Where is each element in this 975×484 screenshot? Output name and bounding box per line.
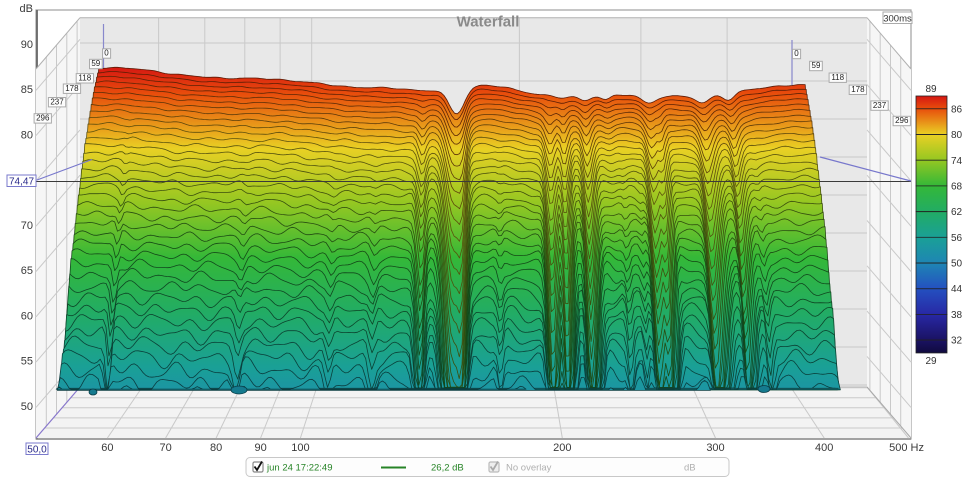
svg-text:300ms: 300ms bbox=[883, 14, 912, 25]
svg-text:296: 296 bbox=[36, 114, 50, 123]
svg-text:65: 65 bbox=[21, 265, 33, 277]
svg-text:237: 237 bbox=[873, 101, 887, 110]
svg-text:80: 80 bbox=[210, 442, 222, 454]
svg-text:60: 60 bbox=[21, 310, 33, 322]
svg-text:80: 80 bbox=[951, 130, 963, 141]
svg-text:296: 296 bbox=[895, 116, 909, 125]
svg-text:29: 29 bbox=[925, 356, 937, 367]
svg-text:118: 118 bbox=[78, 74, 91, 83]
svg-text:68: 68 bbox=[951, 181, 963, 192]
svg-text:32: 32 bbox=[951, 336, 963, 347]
svg-text:178: 178 bbox=[65, 84, 79, 93]
svg-text:118: 118 bbox=[831, 73, 844, 82]
svg-text:59: 59 bbox=[91, 59, 100, 68]
svg-text:74,47: 74,47 bbox=[9, 177, 34, 188]
svg-text:70: 70 bbox=[21, 220, 33, 232]
svg-text:Waterfall: Waterfall bbox=[457, 14, 520, 31]
svg-text:50,0: 50,0 bbox=[27, 445, 47, 456]
svg-text:85: 85 bbox=[21, 84, 33, 96]
svg-text:62: 62 bbox=[951, 207, 963, 218]
svg-text:59: 59 bbox=[812, 61, 821, 70]
svg-text:500 Hz: 500 Hz bbox=[889, 442, 924, 454]
svg-text:56: 56 bbox=[951, 233, 963, 244]
svg-text:26,2 dB: 26,2 dB bbox=[431, 463, 464, 474]
svg-text:0: 0 bbox=[794, 49, 799, 58]
svg-text:90: 90 bbox=[254, 442, 266, 454]
svg-text:300: 300 bbox=[706, 442, 724, 454]
svg-text:55: 55 bbox=[21, 356, 33, 368]
svg-text:dB: dB bbox=[684, 463, 696, 474]
svg-text:237: 237 bbox=[50, 97, 64, 106]
svg-text:dB: dB bbox=[20, 3, 33, 15]
svg-text:89: 89 bbox=[925, 84, 937, 95]
svg-text:38: 38 bbox=[951, 310, 963, 321]
svg-text:178: 178 bbox=[851, 85, 865, 94]
svg-text:80: 80 bbox=[21, 129, 33, 141]
svg-text:50: 50 bbox=[21, 401, 33, 413]
svg-text:50: 50 bbox=[951, 259, 963, 270]
svg-text:No overlay: No overlay bbox=[506, 463, 552, 474]
svg-text:44: 44 bbox=[951, 284, 963, 295]
svg-text:90: 90 bbox=[21, 39, 33, 51]
svg-text:70: 70 bbox=[159, 442, 171, 454]
svg-text:100: 100 bbox=[291, 442, 309, 454]
svg-text:60: 60 bbox=[101, 442, 113, 454]
svg-text:200: 200 bbox=[553, 442, 571, 454]
svg-text:0: 0 bbox=[104, 49, 109, 58]
svg-text:400: 400 bbox=[815, 442, 833, 454]
svg-text:jun 24 17:22:49: jun 24 17:22:49 bbox=[266, 463, 333, 474]
svg-text:86: 86 bbox=[951, 104, 963, 115]
svg-text:74: 74 bbox=[951, 156, 963, 167]
